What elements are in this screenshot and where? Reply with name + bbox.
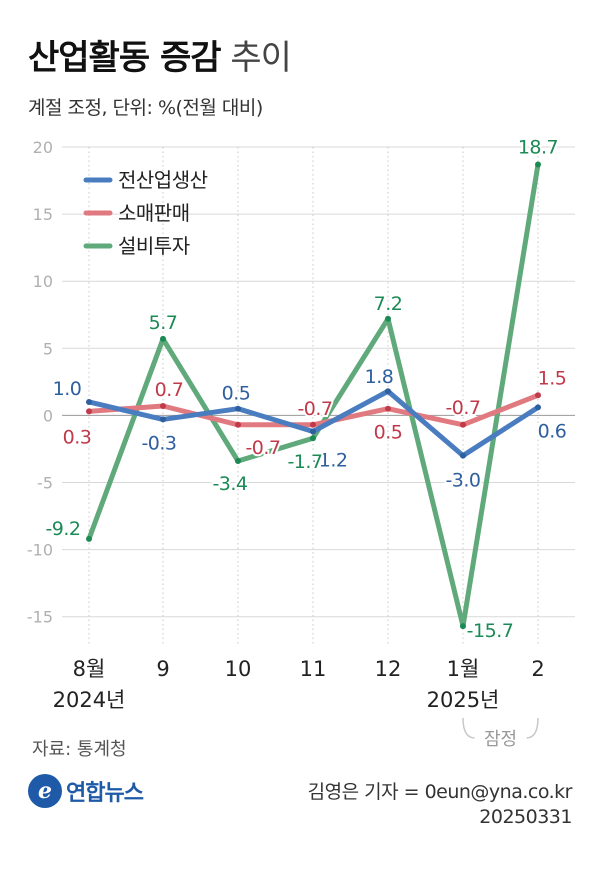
y-tick-label: 15 [33, 205, 53, 224]
legend-label: 전산업생산 [118, 168, 208, 192]
data-point [385, 315, 391, 322]
data-label: 0.5 [222, 383, 251, 405]
data-point [235, 458, 241, 465]
data-label: -0.7 [297, 398, 332, 420]
x-tick-label: 1월 [447, 657, 480, 681]
data-label: 1.0 [53, 378, 82, 400]
data-label: 0.3 [63, 426, 92, 448]
data-label: -0.7 [445, 397, 480, 419]
credit: 김영은 기자 = 0eun@yna.co.kr 20250331 [307, 780, 573, 830]
logo-mark-icon: e [28, 774, 62, 808]
data-point [235, 405, 241, 412]
data-point [310, 421, 316, 428]
data-point [385, 405, 391, 412]
data-label: -15.7 [467, 620, 514, 642]
data-label: 18.7 [518, 136, 558, 158]
x-tick-label: 11 [300, 657, 327, 681]
y-tick-label: -10 [27, 541, 53, 560]
data-point [535, 161, 541, 168]
title-sub: 추이 [230, 38, 292, 78]
data-point [460, 623, 466, 630]
data-label: 1.8 [365, 366, 394, 388]
data-point [310, 428, 316, 435]
title-main: 산업활동 증감 [28, 38, 222, 78]
data-point [460, 452, 466, 459]
x-year-label: 2024년 [53, 688, 126, 712]
data-point [535, 404, 541, 411]
data-label: 0.7 [155, 379, 184, 401]
data-label: -3.4 [212, 473, 247, 495]
publish-date: 20250331 [479, 806, 572, 828]
data-label: -3.0 [445, 470, 480, 492]
x-tick-label: 2 [531, 657, 544, 681]
chart-subtitle: 계절 조정, 단위: %(전월 대비) [28, 97, 263, 119]
data-label: -0.3 [141, 432, 176, 454]
data-point [86, 535, 92, 542]
legend-label: 소매판매 [118, 201, 190, 225]
y-tick-label: 10 [33, 272, 53, 291]
data-label: 0.6 [538, 420, 567, 442]
y-tick-label: -15 [27, 608, 53, 627]
preliminary-label: 잠정 [484, 729, 517, 750]
data-point [160, 416, 166, 423]
x-tick-label: 10 [225, 657, 252, 681]
data-label: -1.2 [312, 450, 347, 472]
data-point [86, 408, 92, 415]
chart-title: 산업활동 증감 추이 [28, 30, 292, 79]
data-label: 1.5 [538, 367, 567, 389]
data-point [160, 403, 166, 410]
source-note: 자료: 통계청 [32, 739, 127, 760]
y-tick-label: -5 [37, 474, 53, 493]
data-point [385, 388, 391, 395]
data-point [160, 335, 166, 342]
preliminary-label-bg [474, 726, 527, 750]
y-tick-label: 5 [43, 339, 53, 358]
data-label: 7.2 [374, 293, 403, 315]
data-label: -9.2 [45, 518, 80, 540]
y-tick-label: 20 [33, 138, 53, 157]
legend-label: 설비투자 [118, 234, 190, 258]
data-point [86, 398, 92, 405]
reporter-credit: 김영은 기자 = 0eun@yna.co.kr [307, 781, 573, 803]
x-tick-label: 9 [156, 657, 169, 681]
data-label: -0.7 [245, 437, 280, 459]
y-tick-label: 0 [43, 406, 53, 425]
data-point [235, 421, 241, 428]
data-label: 5.7 [149, 312, 178, 334]
x-year-label: 2025년 [427, 688, 500, 712]
data-point [535, 392, 541, 399]
x-tick-label: 8월 [73, 657, 106, 681]
data-point [460, 421, 466, 428]
logo-text: 연합뉴스 [66, 781, 144, 806]
data-point [310, 435, 316, 442]
publisher-logo: e 연합뉴스 [28, 773, 144, 809]
data-label: -1.7 [287, 451, 322, 473]
data-label: 0.5 [374, 422, 403, 444]
x-tick-label: 12 [375, 657, 402, 681]
